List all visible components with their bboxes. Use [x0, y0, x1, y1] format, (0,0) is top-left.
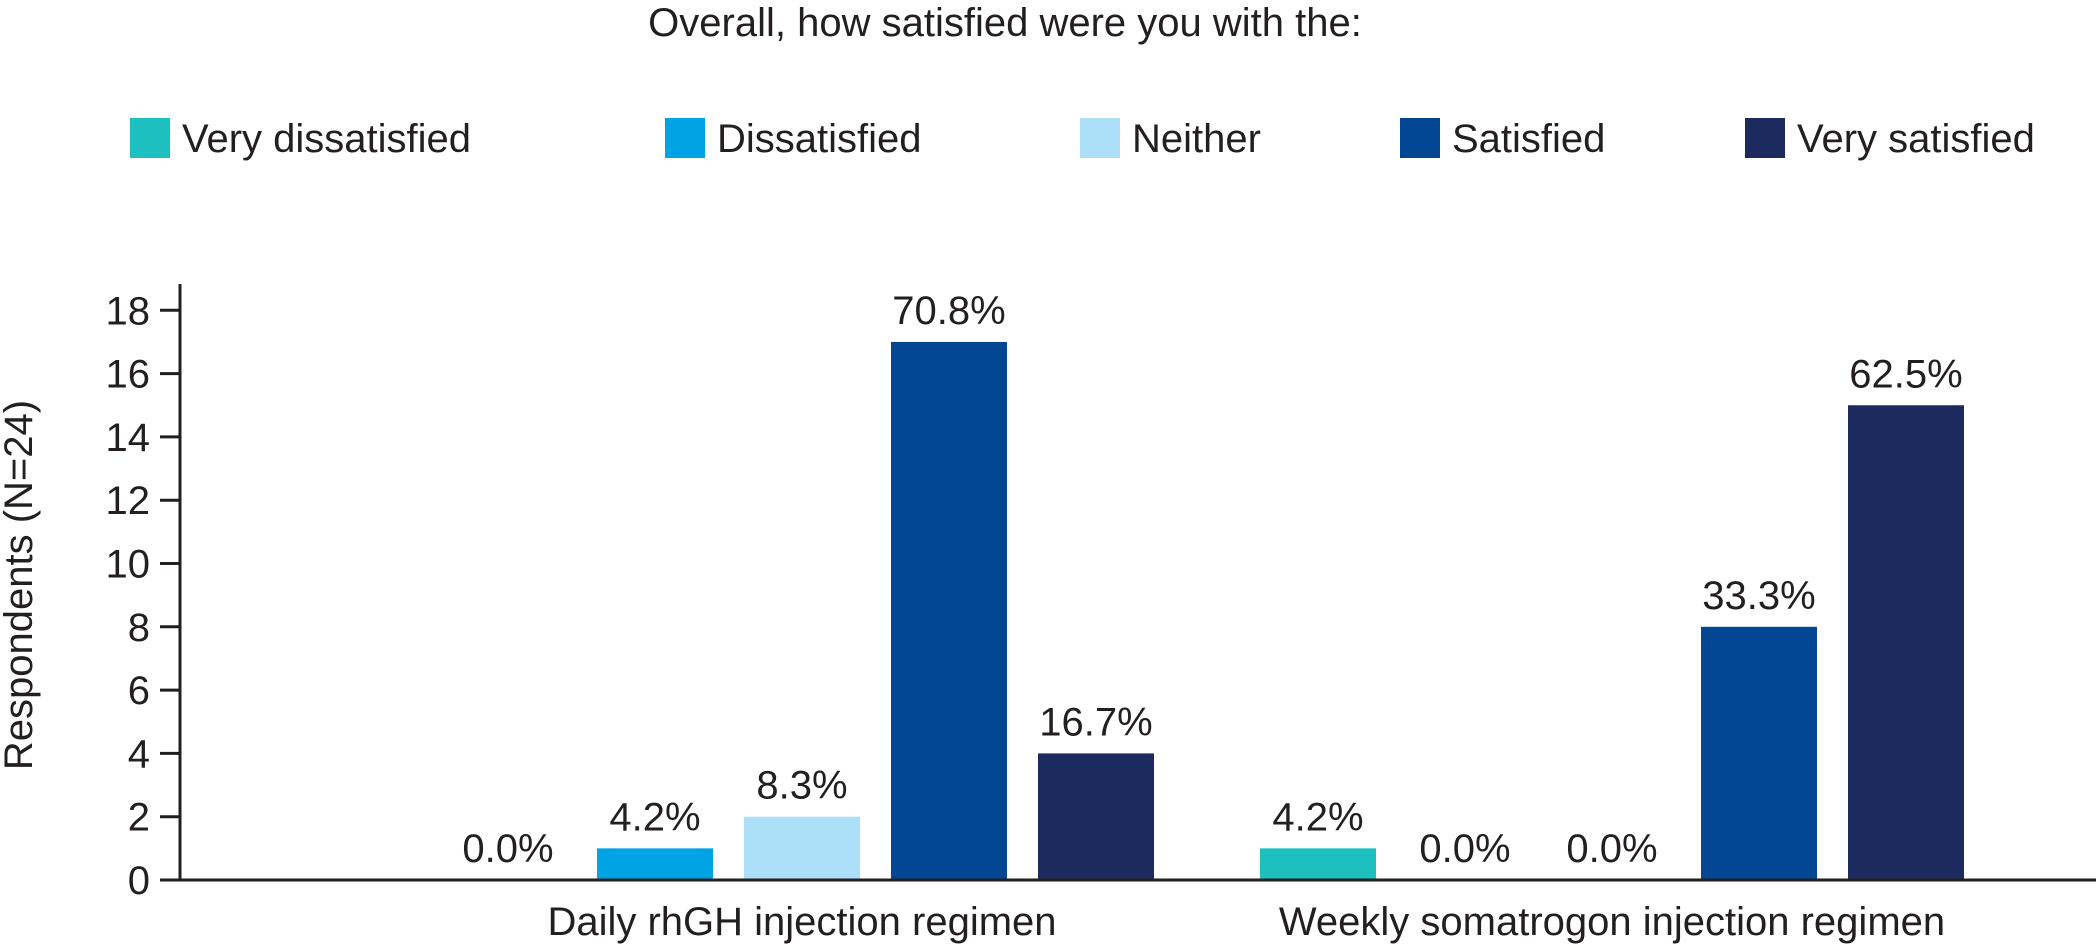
- legend-swatch: [1080, 118, 1120, 158]
- x-category-label: Weekly somatrogon injection regimen: [1279, 900, 1945, 944]
- y-tick-label: 4: [128, 732, 150, 776]
- y-tick-label: 14: [106, 416, 151, 460]
- legend-swatch: [1400, 118, 1440, 158]
- bar: [891, 341, 1007, 880]
- bar-data-label: 16.7%: [1039, 700, 1152, 744]
- y-tick-label: 0: [128, 859, 150, 903]
- bar-data-label: 0.0%: [1419, 827, 1510, 871]
- y-tick-label: 10: [106, 543, 151, 587]
- plot-area: 0.0% 4.2% 8.3% 70.8% 16.7% 4.2% 0.0% 0.0% 33.3% 6…: [462, 289, 1964, 880]
- x-category-label: Daily rhGH injection regimen: [547, 900, 1056, 944]
- y-tick-label: 16: [106, 353, 151, 397]
- bar-data-label: 4.2%: [1272, 795, 1363, 839]
- legend-label: Very satisfied: [1797, 117, 2035, 161]
- legend-label: Satisfied: [1452, 117, 1605, 161]
- bar-data-label: 62.5%: [1849, 352, 1962, 396]
- bar-data-label: 4.2%: [609, 795, 700, 839]
- bar: [597, 848, 713, 880]
- bar-data-label: 8.3%: [756, 764, 847, 808]
- legend-label: Dissatisfied: [717, 117, 922, 161]
- bar: [1260, 848, 1376, 880]
- x-axis: Daily rhGH injection regimen Weekly somat…: [547, 900, 1945, 944]
- legend: Very dissatisfied Dissatisfied Neither Sati…: [130, 117, 2035, 161]
- legend-label: Neither: [1132, 117, 1261, 161]
- bar: [1848, 405, 1964, 880]
- bar-data-label: 0.0%: [462, 827, 553, 871]
- legend-item: Dissatisfied: [665, 117, 922, 161]
- legend-swatch: [1745, 118, 1785, 158]
- y-tick-label: 6: [128, 669, 150, 713]
- legend-label: Very dissatisfied: [182, 117, 471, 161]
- legend-item: Satisfied: [1400, 117, 1605, 161]
- bar-data-label: 33.3%: [1702, 574, 1815, 618]
- chart-title: Overall, how satisfied were you with the…: [648, 1, 1362, 45]
- bar: [1701, 626, 1817, 880]
- bar: [744, 816, 860, 880]
- y-tick-label: 2: [128, 796, 150, 840]
- y-tick-label: 12: [106, 479, 151, 523]
- legend-item: Neither: [1080, 117, 1261, 161]
- legend-item: Very satisfied: [1745, 117, 2035, 161]
- bar-data-label: 0.0%: [1566, 827, 1657, 871]
- bar-data-label: 70.8%: [892, 289, 1005, 333]
- legend-item: Very dissatisfied: [130, 117, 471, 161]
- bar: [1038, 753, 1154, 880]
- legend-swatch: [130, 118, 170, 158]
- y-tick-label: 8: [128, 606, 150, 650]
- y-tick-label: 18: [106, 289, 151, 333]
- y-axis-label: Respondents (N=24): [0, 400, 41, 770]
- legend-swatch: [665, 118, 705, 158]
- y-axis: 0 2 4 6 8 10 12 14 16 18: [106, 289, 180, 903]
